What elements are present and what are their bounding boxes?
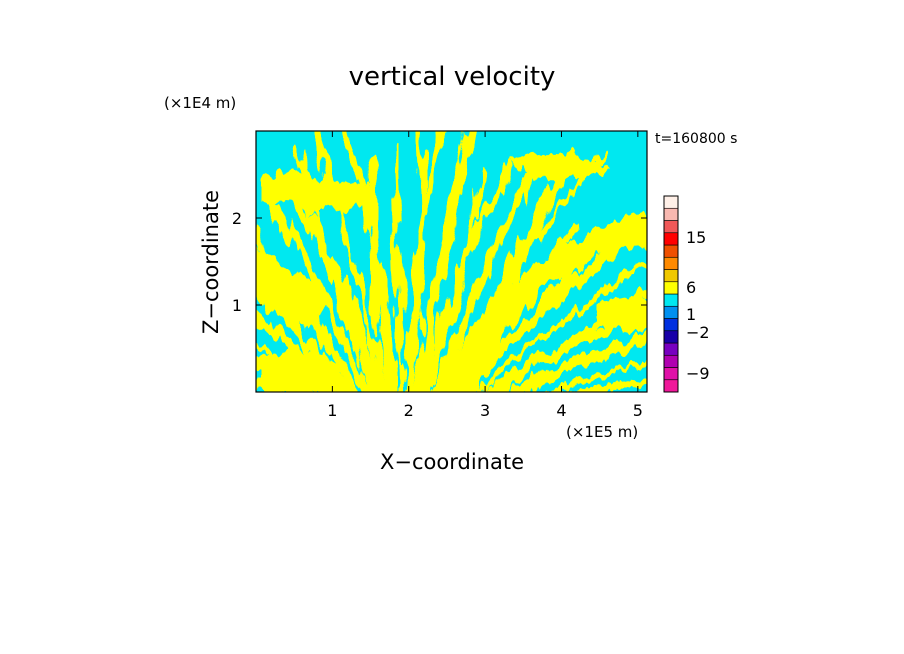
positive-region-lobe	[440, 212, 647, 392]
x-tick-label: 3	[480, 401, 490, 420]
positive-region-stripe	[391, 141, 405, 392]
chart-title: vertical velocity	[349, 62, 556, 92]
y-axis: 12	[232, 209, 647, 315]
time-label: t=160800 s	[655, 131, 737, 147]
positive-region-lobe	[256, 250, 330, 323]
y-tick-label: 2	[232, 209, 242, 228]
x-tick-label: 4	[556, 401, 566, 420]
colorbar-swatch	[663, 293, 679, 307]
positive-region-stripe	[504, 331, 647, 392]
positive-region-stripe	[413, 131, 475, 392]
x-unit-label: (×1E5 m)	[566, 423, 638, 441]
positive-region-lobe	[256, 173, 380, 209]
x-axis: 1 2 3 4 5	[327, 131, 643, 420]
plot-area	[255, 130, 648, 393]
colorbar-swatch	[663, 281, 679, 295]
positive-region-stripe	[423, 160, 514, 392]
colorbar-swatch	[663, 256, 679, 270]
colorbar-swatch	[663, 244, 679, 258]
colorbar-swatch	[663, 305, 679, 319]
colorbar-frame	[663, 195, 679, 393]
colorbar-swatch	[663, 354, 679, 368]
positive-region-stripe	[265, 196, 372, 392]
positive-region-stripe	[432, 153, 544, 392]
colorbar-swatch	[663, 318, 679, 332]
positive-region-stripe	[459, 230, 642, 392]
colorbar-swatch	[663, 207, 679, 221]
x-tick-label: 5	[633, 401, 643, 420]
x-tick-label: 1	[327, 401, 337, 420]
colorbar-label: 15	[686, 228, 706, 247]
colorbar-label: 6	[686, 278, 696, 297]
colorbar-swatch	[663, 232, 679, 246]
positive-region-stripe	[543, 358, 647, 392]
x-axis-title: X−coordinate	[380, 450, 524, 474]
colorbar-swatch	[663, 342, 679, 356]
colorbar-label: 1	[686, 305, 696, 324]
colorbar-swatch	[663, 269, 679, 283]
colorbar-swatch	[663, 220, 679, 234]
positive-region-lobe	[510, 152, 610, 182]
colorbar-label: −9	[686, 364, 710, 383]
positive-region-stripe	[405, 131, 446, 392]
y-axis-title: Z−coordinate	[199, 190, 223, 334]
colorbar-swatch	[663, 195, 679, 209]
colorbar-label: −2	[686, 323, 710, 342]
colorbar-swatch	[663, 367, 679, 381]
positive-region-stripe	[256, 306, 340, 392]
positive-region-stripe	[313, 131, 388, 392]
y-tick-label: 1	[232, 296, 242, 315]
positive-region-stripe	[484, 310, 647, 392]
y-unit-label: (×1E4 m)	[164, 94, 236, 112]
colorbar: 15 6 1−2 −9	[663, 195, 710, 393]
x-tick-label: 2	[404, 401, 414, 420]
positive-region-lobe	[600, 295, 647, 332]
colorbar-swatch	[663, 379, 679, 393]
colorbar-swatch	[663, 330, 679, 344]
positive-region-lobe	[256, 352, 340, 392]
plot-frame	[255, 130, 648, 393]
positive-region-stripe	[477, 256, 647, 392]
field-positive-regions	[256, 131, 647, 392]
